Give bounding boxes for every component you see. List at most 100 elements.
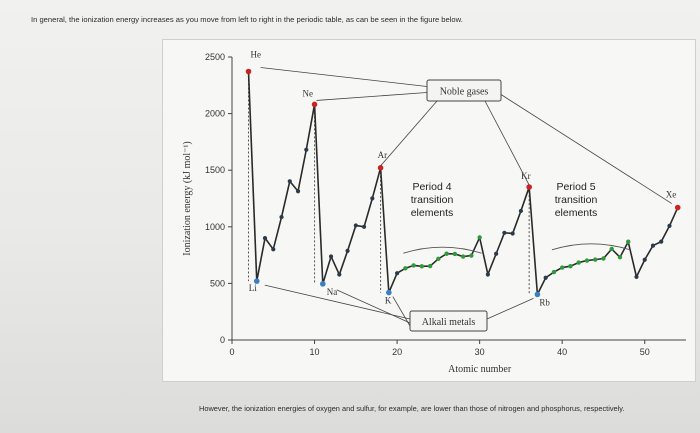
- data-point: [510, 231, 515, 236]
- data-point: [353, 223, 358, 228]
- transition-point: [469, 253, 474, 258]
- transition-point: [568, 263, 573, 269]
- data-point: [295, 189, 301, 194]
- transition-point: [584, 258, 590, 263]
- transition-point: [427, 263, 433, 269]
- transition-point: [551, 269, 557, 275]
- alkali-metals-label: Alkali metals: [422, 317, 476, 328]
- period4-label-bracket: [403, 246, 482, 254]
- noble-gases-box: [426, 79, 502, 102]
- data-point: [485, 272, 490, 277]
- data-point: [518, 208, 524, 214]
- noble-gas-point: [526, 184, 532, 190]
- x-tick-label: 30: [475, 347, 485, 357]
- alkali-metal-point: [253, 278, 260, 284]
- alkali-leader: [486, 298, 534, 320]
- data-point: [502, 230, 507, 235]
- element-label-na: Na: [327, 287, 338, 297]
- data-point: [361, 224, 367, 229]
- alkali-leader: [336, 289, 411, 324]
- data-point: [370, 196, 375, 201]
- x-tick-label: 40: [557, 347, 567, 357]
- period5-label-line-3: elements: [555, 207, 598, 219]
- alkali-metals-box: [409, 310, 488, 332]
- data-point: [543, 275, 548, 280]
- y-tick-label: 1500: [205, 165, 225, 175]
- y-tick-label: 500: [210, 278, 225, 288]
- alkali-leader: [264, 284, 411, 320]
- alkali-metal-point: [320, 281, 326, 287]
- element-label-he: He: [251, 49, 262, 59]
- data-point: [345, 248, 350, 254]
- noble-gas-leader: [260, 67, 428, 87]
- transition-point: [403, 266, 408, 271]
- period4-label-line-1: Period 4: [412, 181, 451, 193]
- data-point: [262, 236, 268, 241]
- transition-point: [617, 255, 623, 260]
- transition-point: [576, 260, 581, 265]
- data-point: [634, 274, 639, 279]
- transition-point: [477, 235, 482, 240]
- element-label-rb: Rb: [539, 297, 550, 307]
- data-point: [659, 239, 664, 244]
- x-axis-title: Atomic number: [448, 364, 512, 375]
- noble-gas-point: [674, 204, 681, 211]
- element-label-k: K: [385, 296, 392, 306]
- element-label-ne: Ne: [303, 88, 314, 98]
- data-point: [394, 271, 400, 276]
- noble-gas-point: [311, 101, 318, 108]
- y-tick-label: 2500: [205, 52, 225, 62]
- period5-label-bracket: [551, 243, 631, 251]
- y-tick-label: 2000: [205, 109, 225, 119]
- data-point: [328, 254, 334, 259]
- data-point: [287, 179, 292, 184]
- alkali-metal-point: [534, 291, 541, 298]
- noble-gases-label: Noble gases: [440, 87, 489, 98]
- noble-gas-leader: [500, 94, 672, 204]
- data-point: [279, 214, 284, 220]
- x-tick-label: 10: [310, 347, 320, 357]
- y-tick-label: 0: [220, 335, 225, 345]
- noble-gas-point: [245, 68, 252, 75]
- element-label-xe: Xe: [666, 190, 677, 200]
- transition-point: [436, 256, 441, 262]
- noble-gas-point: [377, 165, 384, 171]
- x-tick-label: 50: [640, 347, 650, 357]
- element-label-ar: Ar: [378, 150, 388, 160]
- period4-label-line-3: elements: [411, 207, 454, 219]
- x-tick-label: 0: [229, 347, 234, 357]
- data-point: [304, 147, 309, 152]
- period4-label-line-2: transition: [411, 194, 454, 206]
- transition-point: [411, 263, 416, 268]
- data-point: [650, 243, 656, 248]
- noble-gas-leader: [380, 100, 438, 167]
- transition-point: [452, 251, 458, 257]
- data-point: [337, 272, 342, 277]
- y-axis-title: Ionization energy (kJ mol⁻¹): [182, 141, 193, 255]
- outro-text: However, the ionization energies of oxyg…: [199, 404, 625, 413]
- element-label-li: Li: [249, 283, 257, 293]
- transition-point: [559, 265, 565, 270]
- period5-label-line-1: Period 5: [556, 181, 595, 193]
- x-tick-label: 20: [392, 347, 402, 357]
- alkali-metal-point: [386, 289, 392, 296]
- data-point: [271, 247, 276, 252]
- noble-gas-leader: [484, 100, 530, 186]
- transition-point: [593, 257, 598, 262]
- transition-point: [460, 254, 466, 259]
- transition-point: [609, 246, 614, 252]
- data-point: [494, 251, 499, 256]
- intro-text: In general, the ionization energy increa…: [31, 15, 463, 24]
- element-label-kr: Kr: [521, 171, 531, 181]
- transition-point: [601, 256, 606, 261]
- data-point: [667, 223, 672, 228]
- y-tick-label: 1000: [205, 222, 225, 232]
- transition-point: [444, 251, 449, 256]
- transition-point: [626, 239, 631, 244]
- transition-point: [419, 264, 425, 269]
- alkali-leader: [392, 296, 411, 327]
- noble-gas-leader: [316, 92, 428, 101]
- period5-label-line-2: transition: [555, 194, 598, 206]
